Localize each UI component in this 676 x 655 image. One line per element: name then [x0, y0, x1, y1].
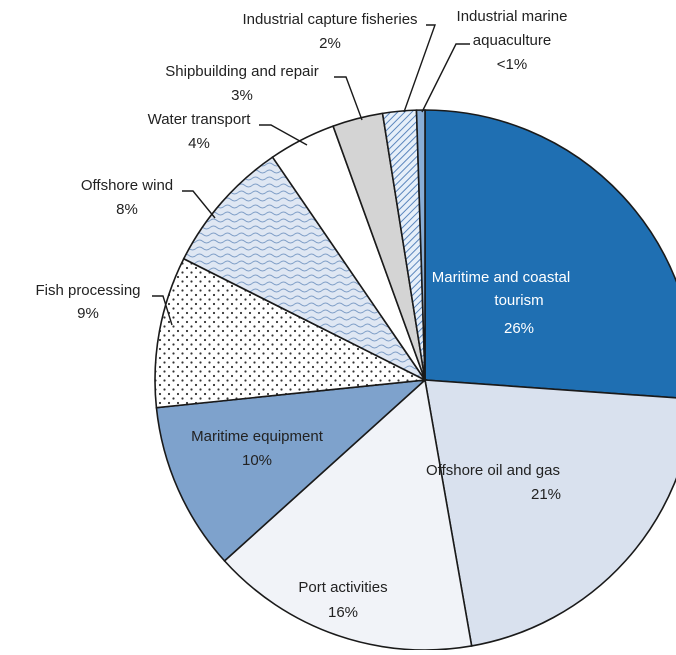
- slice-label-industrial-capture-fisheries: Industrial capture fisheries: [242, 11, 417, 28]
- slice-value-fish-processing: 9%: [77, 305, 99, 322]
- slice-label-fish-processing: Fish processing: [35, 282, 140, 299]
- slice-value-port-activities: 16%: [328, 604, 358, 621]
- slice-value-offshore-wind: 8%: [116, 201, 138, 218]
- slice-value-maritime-and-coastal-tourism: 26%: [504, 320, 534, 337]
- pie-slice-maritime-and-coastal-tourism: [424, 109, 676, 399]
- leader-line-industrial-capture-fisheries: [403, 24, 436, 113]
- slice-label-water-transport: Water transport: [148, 111, 252, 128]
- slice-value-shipbuilding-and-repair: 3%: [231, 87, 253, 104]
- leader-line-industrial-marine-aquaculture: [421, 43, 470, 113]
- slice-label-industrial-marine-aquaculture: Industrial marine aquaculture: [457, 8, 568, 49]
- leader-line-water-transport: [259, 124, 308, 146]
- pie-slice-offshore-oil-and-gas: [424, 379, 676, 647]
- leader-line-shipbuilding-and-repair: [334, 76, 363, 121]
- slice-value-maritime-equipment: 10%: [242, 452, 272, 469]
- slice-value-offshore-oil-and-gas: 21%: [531, 486, 561, 503]
- slice-label-shipbuilding-and-repair: Shipbuilding and repair: [165, 63, 318, 80]
- leader-line-fish-processing: [152, 295, 173, 326]
- slice-value-water-transport: 4%: [188, 135, 210, 152]
- pie-slice-maritime-equipment: [155, 378, 428, 563]
- slice-label-port-activities: Port activities: [298, 579, 387, 596]
- slice-value-industrial-marine-aquaculture: <1%: [497, 56, 527, 73]
- pie-slice-fish-processing: [154, 257, 428, 409]
- slice-label-offshore-oil-and-gas: Offshore oil and gas: [426, 462, 560, 479]
- slice-value-industrial-capture-fisheries: 2%: [319, 35, 341, 52]
- slice-label-maritime-equipment: Maritime equipment: [191, 428, 324, 445]
- pie-slice-port-activities: [223, 378, 473, 651]
- slice-label-offshore-wind: Offshore wind: [81, 177, 173, 194]
- pie-slice-industrial-marine-aquaculture: [415, 109, 426, 381]
- leader-line-offshore-wind: [182, 190, 216, 219]
- pie-slice-offshore-wind: [182, 156, 426, 381]
- slice-label-maritime-and-coastal-tourism: Maritime and coastal tourism: [432, 269, 570, 309]
